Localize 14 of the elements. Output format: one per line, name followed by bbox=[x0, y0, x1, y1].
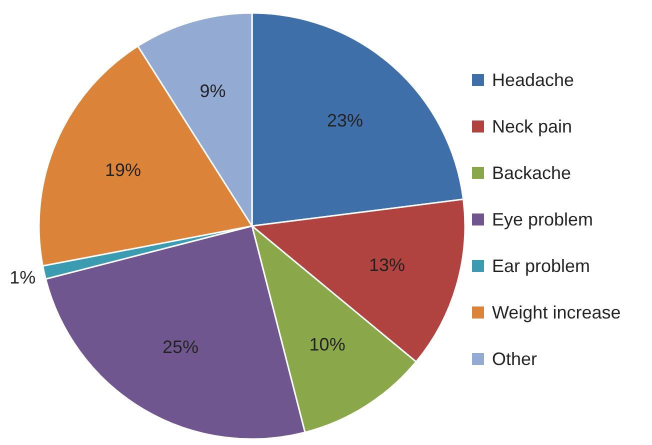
legend-label: Backache bbox=[492, 163, 572, 183]
data-label: 9% bbox=[200, 81, 226, 101]
legend-label: Neck pain bbox=[492, 116, 572, 136]
legend-label: Other bbox=[492, 349, 538, 369]
legend-label: Weight increase bbox=[492, 302, 621, 322]
data-label: 19% bbox=[104, 160, 141, 180]
legend-label: Headache bbox=[492, 70, 574, 90]
legend-label: Ear problem bbox=[492, 256, 590, 276]
data-label: 25% bbox=[162, 337, 198, 358]
legend-label: Eye problem bbox=[492, 210, 594, 230]
data-label: 23% bbox=[326, 110, 363, 131]
data-label: 10% bbox=[309, 334, 346, 355]
data-label: 1% bbox=[10, 267, 36, 288]
data-label: 13% bbox=[368, 255, 406, 276]
